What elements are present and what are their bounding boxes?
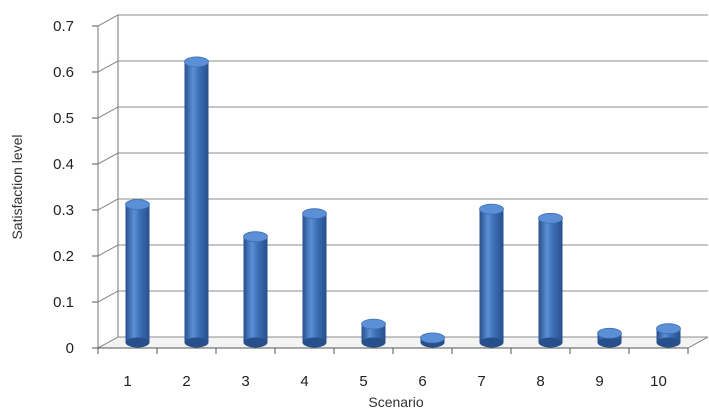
- bar-top: [656, 323, 681, 335]
- bar: [420, 332, 445, 348]
- gridline-depth: [97, 14, 119, 27]
- bar-top: [125, 199, 150, 210]
- y-axis-title: Satisfaction level: [9, 134, 25, 239]
- bar: [479, 203, 504, 348]
- bar-body: [125, 204, 150, 343]
- gridline-depth: [97, 106, 119, 119]
- x-tick-label: 1: [123, 373, 131, 390]
- bar: [538, 212, 563, 348]
- bar: [184, 56, 209, 348]
- bar-base: [656, 337, 681, 348]
- x-axis-title: Scenario: [368, 394, 423, 410]
- bar-base: [479, 337, 504, 348]
- x-tick-label: 2: [182, 373, 190, 390]
- bar-base: [125, 337, 150, 348]
- y-tick-label: 0: [66, 340, 74, 357]
- plot-area: [92, 14, 709, 354]
- gridlines: [97, 14, 708, 303]
- y-tick-label: 0.3: [53, 202, 74, 219]
- y-tick-label: 0.6: [53, 64, 74, 81]
- y-tick-label: 0.5: [53, 110, 74, 127]
- x-tick-labels: 1 2 3 4 5 6 7 8 9 10: [123, 373, 667, 390]
- x-tick-label: 6: [418, 373, 426, 390]
- gridline-depth: [97, 244, 119, 257]
- bar: [656, 323, 681, 348]
- bar-top: [538, 212, 563, 224]
- gridline-depth: [97, 60, 119, 73]
- bar-body: [243, 236, 268, 343]
- y-tick-label: 0.2: [53, 248, 74, 265]
- gridline-depth: [97, 290, 119, 303]
- bar-base: [302, 337, 327, 348]
- bars: [125, 56, 681, 348]
- bar-base: [184, 337, 209, 348]
- x-tick-label: 3: [241, 373, 249, 390]
- bar-top: [479, 203, 504, 215]
- bar-body: [302, 213, 327, 343]
- x-tick-label: 9: [595, 373, 603, 390]
- bar-base: [243, 337, 268, 348]
- bar-top: [302, 208, 327, 220]
- gridline-depth: [97, 152, 119, 165]
- x-tick-label: 5: [359, 373, 367, 390]
- bar-top: [243, 231, 268, 243]
- bar: [597, 327, 622, 348]
- axes: [92, 15, 689, 354]
- bar-top: [420, 332, 445, 344]
- bar: [302, 208, 327, 348]
- bar-base: [597, 337, 622, 348]
- bar-body: [184, 61, 209, 343]
- x-tick-label: 8: [536, 373, 544, 390]
- bar-base: [538, 337, 563, 348]
- bar-top: [597, 327, 622, 339]
- y-tick-label: 0.7: [53, 18, 74, 35]
- bar-top: [184, 56, 209, 68]
- x-tick-label: 10: [650, 373, 667, 390]
- bar-base: [361, 337, 386, 348]
- gridline-depth: [97, 198, 119, 211]
- bar: [361, 318, 386, 348]
- bar-body: [479, 209, 504, 343]
- bar-body: [538, 218, 563, 343]
- y-tick-label: 0.4: [53, 156, 74, 173]
- y-tick-label: 0.1: [53, 294, 74, 311]
- x-tick-label: 7: [477, 373, 485, 390]
- y-tick-labels: 0 0.1 0.2 0.3 0.4 0.5 0.6 0.7: [53, 18, 74, 357]
- bar-top: [361, 318, 386, 330]
- x-tick-label: 4: [300, 373, 308, 390]
- bar: [125, 199, 150, 348]
- bar: [243, 231, 268, 348]
